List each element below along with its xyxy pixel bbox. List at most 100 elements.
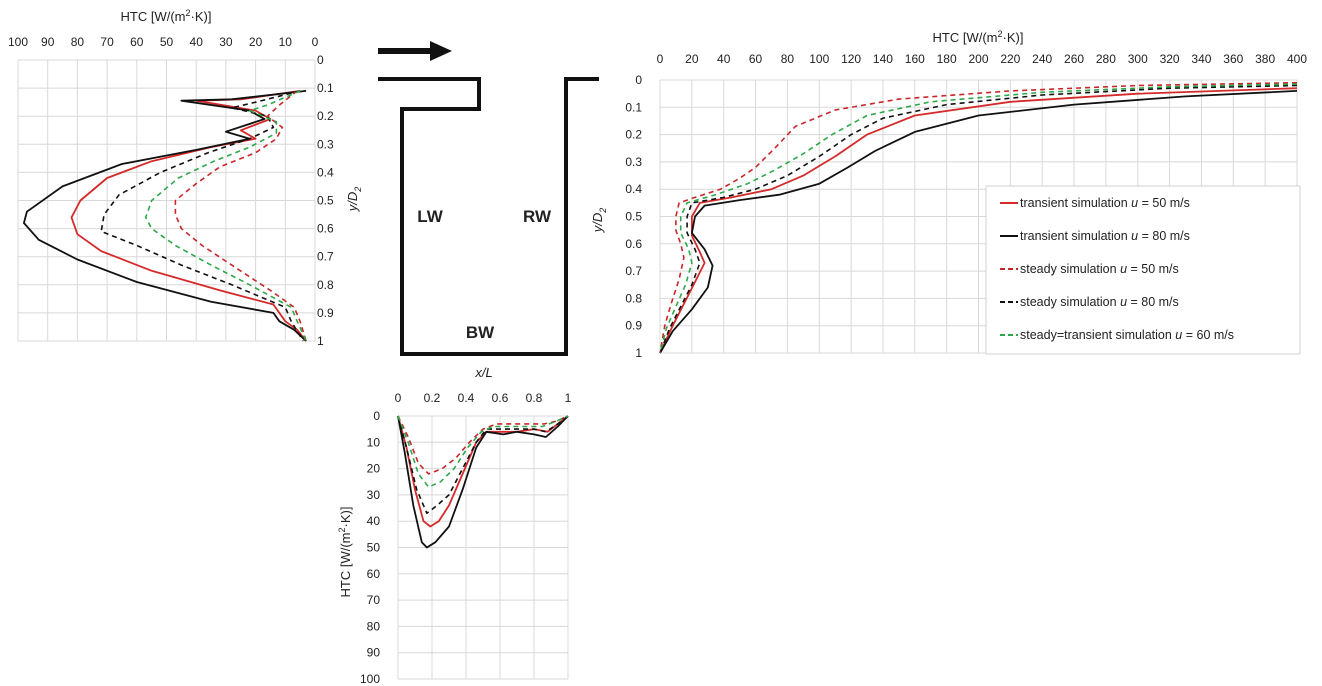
x-tick-label: 0.2	[424, 391, 441, 405]
x-tick-label: 80	[71, 35, 85, 49]
legend-item-label: transient simulation u = 80 m/s	[1020, 229, 1190, 243]
cavity-outline	[378, 77, 599, 356]
y-tick-label: 0.6	[317, 222, 334, 236]
y-tick-label: 1	[317, 334, 324, 348]
series-line-3	[174, 90, 307, 342]
y-tick-label: 100	[360, 672, 380, 686]
x-tick-label: 0.8	[526, 391, 543, 405]
series-line-2	[397, 415, 569, 549]
left-wall-label: LW	[417, 207, 443, 226]
y-tick-label: 0.5	[317, 194, 334, 208]
x-tick-label: 100	[809, 52, 829, 66]
x-tick-label: 0.4	[458, 391, 475, 405]
x-tick-label: 0	[657, 52, 664, 66]
series-line-3	[659, 81, 1298, 354]
bottom-wall-chart: 0 0.2 0.4 0.6 0.8 1 0 10 20 30 40 50 60 70 80 90 100 x/…	[337, 365, 572, 686]
left-x-axis-title: HTC [W/(m2·K)]	[121, 8, 212, 24]
series-line-4	[397, 415, 569, 515]
left-grid	[17, 59, 316, 342]
x-tick-label: 10	[279, 35, 293, 49]
legend-item-label: steady=transient simulation u = 60 m/s	[1020, 328, 1234, 342]
x-tick-label: 0	[395, 391, 402, 405]
bottom-series	[397, 415, 569, 549]
left-x-ticks: 100 90 80 70 60 50 40 30 20 10 0	[8, 35, 319, 49]
y-tick-label: 0.5	[625, 210, 642, 224]
x-tick-label: 260	[1064, 52, 1084, 66]
series-line-1	[659, 87, 1298, 354]
x-tick-label: 180	[937, 52, 957, 66]
series-line-3	[397, 415, 569, 475]
bottom-wall-label: BW	[466, 323, 495, 342]
y-tick-label: 60	[367, 567, 381, 581]
y-tick-label: 0.8	[317, 278, 334, 292]
y-tick-label: 40	[367, 514, 381, 528]
y-tick-label: 0	[317, 53, 324, 67]
y-tick-label: 0	[373, 409, 380, 423]
series-line-4	[100, 90, 304, 342]
x-tick-label: 220	[1000, 52, 1020, 66]
series-line-1	[397, 415, 569, 528]
series-line-5	[144, 90, 307, 342]
x-tick-label: 100	[8, 35, 28, 49]
bottom-x-ticks: 0 0.2 0.4 0.6 0.8 1	[395, 391, 572, 405]
y-tick-label: 0.4	[625, 182, 642, 196]
y-tick-label: 0.7	[317, 250, 334, 264]
y-tick-label: 1	[635, 346, 642, 360]
y-tick-label: 0.2	[625, 128, 642, 142]
x-tick-label: 30	[219, 35, 233, 49]
x-tick-label: 20	[685, 52, 699, 66]
bottom-y-axis-title: HTC [W/(m2·K)]	[337, 507, 353, 598]
bottom-y-ticks: 0 10 20 30 40 50 60 70 80 90 100	[360, 409, 380, 686]
right-y-ticks: 0 0.1 0.2 0.3 0.4 0.5 0.6 0.7 0.8 0.9 1	[625, 73, 642, 360]
left-series	[23, 90, 307, 342]
x-tick-label: 340	[1191, 52, 1211, 66]
x-tick-label: 40	[717, 52, 731, 66]
left-wall-chart: 100 90 80 70 60 50 40 30 20 10 0 00.10.20.30.40.50…	[8, 8, 363, 348]
right-grid	[659, 79, 1298, 354]
x-tick-label: 0	[312, 35, 319, 49]
cavity-schematic: LW RW BW	[378, 41, 599, 356]
x-tick-label: 380	[1255, 52, 1275, 66]
y-tick-label: 30	[367, 488, 381, 502]
y-tick-label: 0	[635, 73, 642, 87]
x-tick-label: 160	[905, 52, 925, 66]
x-tick-label: 80	[781, 52, 795, 66]
legend-items: transient simulation u = 50 m/s transient…	[1000, 196, 1234, 342]
series-line-2	[659, 90, 1298, 354]
y-tick-label: 70	[367, 593, 381, 607]
y-tick-label: 20	[367, 462, 381, 476]
legend: transient simulation u = 50 m/s transient…	[985, 185, 1301, 355]
legend-item-label: steady simulation u = 80 m/s	[1020, 295, 1179, 309]
x-tick-label: 280	[1096, 52, 1116, 66]
y-tick-label: 0.8	[625, 291, 642, 305]
y-tick-label: 10	[367, 435, 381, 449]
x-tick-label: 90	[41, 35, 55, 49]
arrow-right-icon	[378, 41, 452, 61]
x-tick-label: 320	[1160, 52, 1180, 66]
x-tick-label: 140	[873, 52, 893, 66]
y-tick-label: 0.6	[625, 237, 642, 251]
series-line-4	[659, 84, 1298, 354]
series-line-5	[397, 415, 569, 488]
y-tick-label: 50	[367, 541, 381, 555]
y-tick-label: 0.9	[625, 319, 642, 333]
series-line-2	[23, 90, 307, 342]
x-tick-label: 50	[160, 35, 174, 49]
right-series	[659, 81, 1298, 354]
bottom-x-axis-title: x/L	[474, 365, 492, 380]
right-x-ticks: 0 20 40 60 80 100 120 140 160 180 200 220 240 260 280 3…	[657, 52, 1308, 66]
x-tick-label: 240	[1032, 52, 1052, 66]
y-tick-label: 0.1	[317, 81, 334, 95]
legend-box	[985, 185, 1301, 355]
y-tick-label: 0.9	[317, 306, 334, 320]
legend-item-label: transient simulation u = 50 m/s	[1020, 196, 1190, 210]
y-tick-label: 0.3	[625, 155, 642, 169]
legend-item-label: steady simulation u = 50 m/s	[1020, 262, 1179, 276]
x-tick-label: 360	[1223, 52, 1243, 66]
y-tick-label: 0.7	[625, 264, 642, 278]
x-tick-label: 400	[1287, 52, 1307, 66]
series-line-1	[70, 90, 307, 342]
y-tick-label: 90	[367, 646, 381, 660]
left-y-axis-title: y/D2	[345, 187, 363, 213]
